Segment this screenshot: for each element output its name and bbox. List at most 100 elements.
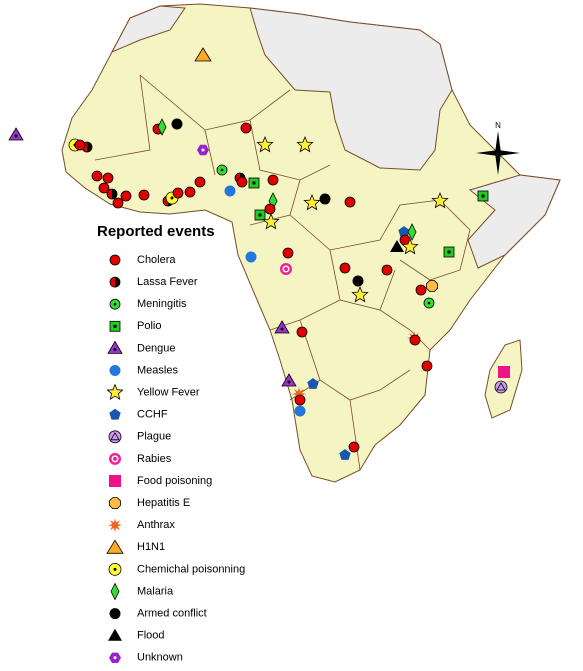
symbol — [401, 237, 419, 255]
anthrax — [108, 518, 122, 533]
symbol — [477, 190, 489, 202]
cchf — [398, 226, 410, 237]
borders — [94, 74, 471, 471]
malaria — [157, 118, 167, 136]
legend-item: Yellow Fever — [137, 387, 200, 399]
symbol — [443, 246, 455, 258]
lassa-half — [115, 277, 120, 288]
dot — [113, 656, 117, 660]
triangle — [496, 382, 506, 391]
cholera — [112, 197, 124, 209]
armed-conflict — [352, 275, 364, 287]
dot — [113, 567, 117, 571]
flood — [390, 240, 404, 252]
legend-item: Chemichal poisonning — [137, 563, 245, 575]
symbol — [423, 297, 435, 309]
legend-item: Cholera — [137, 254, 176, 266]
morocco — [110, 5, 186, 54]
symbol — [109, 320, 121, 332]
symbol — [248, 177, 260, 189]
symbol — [108, 430, 122, 444]
symbol — [109, 652, 121, 663]
yellow-fever — [296, 135, 314, 153]
dot — [481, 194, 485, 198]
legend-item: Meningitis — [137, 298, 187, 310]
legend-item: H1N1 — [137, 541, 165, 553]
cholera — [415, 284, 427, 296]
dot — [113, 324, 117, 328]
symbol — [194, 176, 206, 188]
dot — [170, 196, 174, 200]
h1n1 — [106, 539, 124, 554]
hepatitis-e — [109, 497, 121, 510]
dengue — [8, 127, 24, 141]
dot — [113, 347, 117, 351]
symbol — [409, 334, 421, 346]
lassa-half — [87, 142, 92, 152]
cholera — [138, 189, 150, 201]
symbol — [348, 441, 360, 453]
legend-item: Armed conflict — [137, 608, 207, 620]
symbol — [344, 196, 356, 208]
symbol — [74, 139, 86, 151]
symbol — [274, 320, 290, 334]
symbol — [172, 187, 184, 199]
symbol — [224, 185, 236, 197]
symbol — [109, 298, 121, 310]
legend-item: CCHF — [137, 409, 168, 421]
legend-item: Malaria — [137, 585, 174, 597]
symbol — [109, 452, 121, 465]
symbol — [120, 190, 132, 202]
compass: N — [476, 121, 520, 175]
cholera — [282, 247, 294, 259]
measles — [224, 185, 236, 197]
symbol — [339, 449, 351, 460]
dengue — [107, 340, 123, 354]
armed-conflict — [319, 193, 331, 205]
measles — [109, 365, 121, 376]
cholera — [91, 170, 103, 182]
symbol — [236, 176, 248, 188]
dot — [427, 301, 431, 305]
legend-item: Food poisoning — [137, 475, 212, 487]
symbol — [407, 223, 417, 241]
symbol — [240, 122, 252, 134]
legend-item: Polio — [137, 320, 161, 332]
cholera — [236, 176, 248, 188]
food-poisoning — [498, 366, 510, 378]
event-markers — [8, 47, 510, 460]
symbol — [108, 563, 122, 576]
symbol — [8, 127, 24, 141]
symbol — [431, 191, 449, 209]
dot — [220, 168, 224, 172]
dot — [447, 250, 451, 254]
libya-egypt-sudan — [249, 7, 453, 171]
dot — [280, 327, 284, 331]
cholera — [409, 334, 421, 346]
malaria — [407, 223, 417, 241]
cholera — [102, 172, 114, 184]
symbol — [109, 254, 121, 266]
legend-item: Hepatitis E — [137, 497, 190, 509]
symbol — [109, 365, 121, 376]
symbol — [109, 408, 121, 420]
cholera — [184, 186, 196, 198]
lassa-half — [112, 189, 117, 199]
legend-item: Measles — [137, 364, 178, 376]
symbol — [426, 280, 438, 292]
symbol — [498, 366, 510, 378]
symbol — [194, 47, 212, 62]
symbol — [351, 285, 369, 303]
cchf — [339, 449, 351, 460]
dengue — [281, 373, 297, 387]
cholera — [74, 139, 86, 151]
symbol — [256, 135, 274, 153]
svg-text:N: N — [495, 121, 501, 130]
symbol — [157, 118, 167, 136]
cholera — [421, 360, 433, 372]
hepatitis-e — [426, 280, 438, 292]
yellow-fever — [401, 237, 419, 255]
yellow-fever — [262, 212, 280, 230]
symbol — [319, 193, 331, 205]
